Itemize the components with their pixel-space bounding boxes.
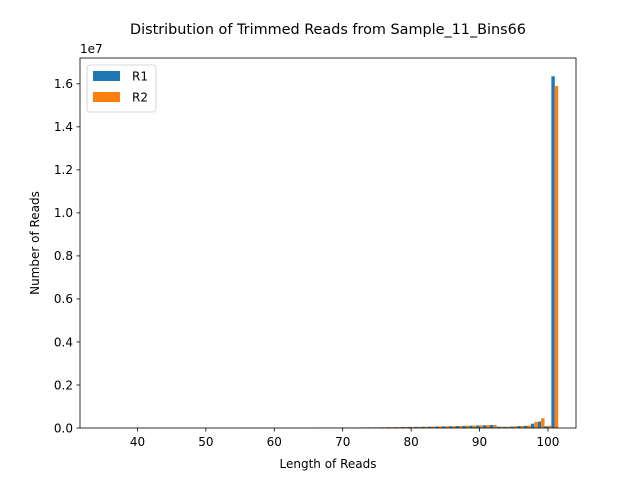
y-tick-label-1: 0.2 (54, 378, 73, 392)
bar-r1-94 (503, 426, 507, 428)
bar-r2-81 (417, 426, 422, 428)
x-axis: 40 50 60 70 80 90 100 (130, 428, 559, 449)
bar-r2-85 (445, 426, 449, 428)
bar-r2-99 (541, 418, 545, 428)
bar-r2-78 (397, 427, 401, 428)
bar-r1-98 (530, 423, 535, 428)
bar-r1-84 (435, 426, 439, 428)
y-tick-label-3: 0.6 (54, 292, 73, 306)
x-tick-label-100: 100 (536, 435, 559, 449)
x-tick-label-60: 60 (267, 435, 282, 449)
bar-r1-99 (537, 421, 542, 428)
bar-r2-94 (506, 426, 511, 428)
bar-r1-77 (387, 427, 391, 428)
y-tick-label-8: 1.6 (54, 77, 73, 91)
bar-r1-85 (441, 426, 446, 428)
bar-r2-97 (527, 425, 531, 428)
bar-r1-93 (496, 426, 501, 428)
bar-r2-98 (534, 421, 538, 428)
x-tick-label-40: 40 (130, 435, 145, 449)
bar-r1-95 (510, 426, 514, 428)
y-tick-label-7: 1.4 (54, 120, 73, 134)
chart-title: Distribution of Trimmed Reads from Sampl… (130, 22, 526, 38)
bar-r1-79 (400, 427, 405, 428)
bar-r2-89 (472, 425, 477, 428)
x-tick-label-50: 50 (198, 435, 213, 449)
bar-r2-88 (465, 425, 470, 428)
bar-r2-84 (438, 426, 442, 428)
plot-area (80, 58, 576, 428)
bar-r1-92 (489, 424, 494, 428)
y-axis: 0.0 0.2 0.4 0.6 0.8 1.0 1.2 1.4 1.6 (54, 77, 80, 435)
bar-r2-86 (452, 426, 456, 428)
bar-r1-83 (428, 426, 432, 428)
bar-r1-86 (448, 426, 453, 428)
bar-r2-96 (520, 425, 524, 428)
bar-r1-90 (476, 425, 480, 428)
bar-r1-89 (469, 425, 473, 428)
bar-r1-80 (407, 426, 412, 428)
x-tick-label-80: 80 (403, 435, 418, 449)
y-axis-label: Number of Reads (28, 191, 42, 295)
bar-r1-88 (462, 425, 466, 428)
x-tick-label-90: 90 (472, 435, 487, 449)
y-tick-label-0: 0.0 (54, 421, 73, 435)
legend: R1 R2 (86, 64, 157, 113)
bar-r1-78 (394, 427, 398, 428)
bar-r2-92 (493, 424, 497, 428)
plot-frame (79, 57, 577, 429)
bar-r1-87 (455, 426, 460, 428)
bar-r2-95 (513, 426, 518, 428)
bar-r1-96 (517, 426, 521, 428)
legend-label-r1: R1 (132, 70, 148, 84)
bar-r2-100 (547, 425, 552, 428)
bar-r1-91 (482, 425, 487, 428)
bar-r1-97 (524, 425, 528, 428)
legend-swatch-r2 (93, 92, 120, 102)
bar-r2-90 (479, 425, 483, 428)
x-tick-label-70: 70 (335, 435, 350, 449)
bar-r2-91 (486, 425, 490, 428)
y-tick-label-4: 0.8 (54, 249, 73, 263)
bar-r2-83 (431, 426, 436, 428)
bar-r2-101 (554, 85, 559, 428)
bar-r2-80 (411, 426, 415, 428)
bar-r1-100 (544, 426, 548, 428)
bar-r2-79 (404, 426, 408, 428)
bar-r1-82 (421, 426, 425, 428)
bar-r2-77 (390, 427, 395, 428)
bar-r1-101 (551, 76, 555, 428)
y-axis-scale-label: 1e7 (80, 42, 103, 56)
x-axis-label: Length of Reads (280, 457, 377, 471)
y-tick-label-5: 1.0 (54, 206, 73, 220)
bar-r2-93 (500, 426, 504, 428)
y-tick-label-2: 0.4 (54, 335, 73, 349)
legend-label-r2: R2 (132, 91, 148, 105)
y-tick-label-6: 1.2 (54, 163, 73, 177)
bar-r2-82 (424, 426, 429, 428)
legend-swatch-r1 (93, 71, 120, 81)
bar-r2-87 (459, 425, 463, 428)
bar-r1-81 (414, 426, 418, 428)
